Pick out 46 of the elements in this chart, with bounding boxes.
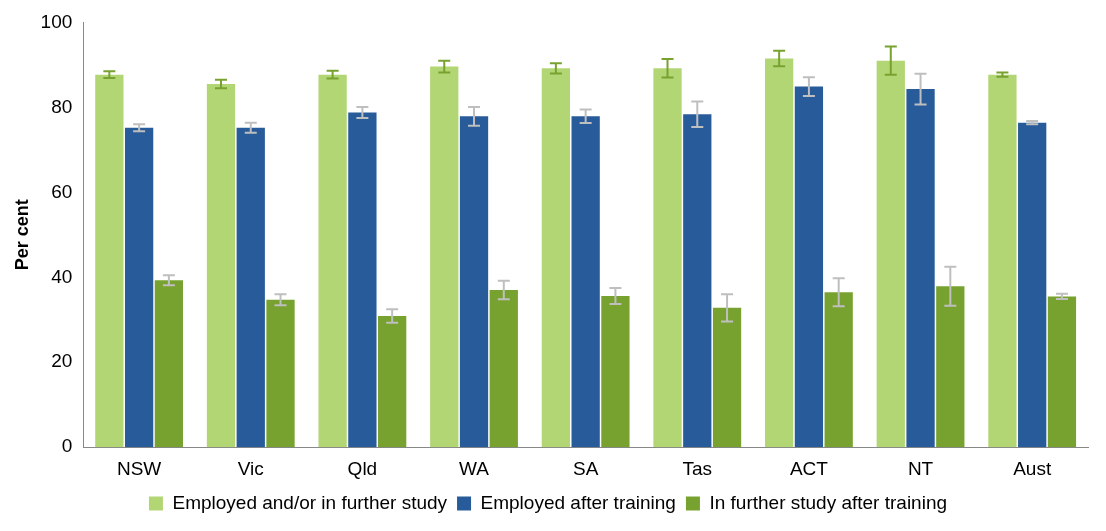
bar (906, 89, 935, 448)
y-tick-label: 80 (51, 95, 73, 117)
bar (936, 286, 965, 448)
x-tick-label: WA (459, 457, 490, 479)
y-axis-title: Per cent (11, 199, 32, 271)
y-tick-label: 0 (61, 435, 73, 457)
x-tick-label: NSW (116, 457, 162, 479)
bar (489, 290, 518, 448)
x-tick-label: NT (907, 457, 934, 479)
bar (601, 295, 630, 448)
bar (1047, 296, 1077, 448)
bar (541, 68, 571, 448)
y-tick-label: 40 (51, 265, 73, 287)
bar (712, 307, 742, 448)
x-tick-label: ACT (789, 457, 829, 479)
x-tick-label: Tas (682, 457, 713, 479)
y-tick-label: 100 (40, 10, 73, 32)
bar (653, 68, 682, 448)
bar (988, 74, 1017, 448)
x-tick-label: Qld (347, 457, 378, 479)
bar (683, 114, 712, 448)
bar (124, 127, 154, 448)
bar (824, 292, 853, 448)
x-tick-label: Aust (1013, 457, 1052, 479)
bar (430, 66, 459, 448)
bar (765, 58, 794, 448)
bar (266, 299, 295, 448)
legend-label: Employed after training (480, 491, 676, 513)
bar (318, 74, 347, 448)
x-tick-label: Vic (237, 457, 264, 479)
bar (571, 116, 600, 448)
bar (154, 280, 184, 448)
bar (794, 86, 824, 448)
x-tick-label: SA (572, 457, 599, 479)
bar (1018, 122, 1047, 448)
y-tick-label: 60 (51, 180, 73, 202)
y-tick-label: 20 (51, 350, 73, 372)
bar (378, 315, 407, 448)
bar (459, 116, 489, 448)
bar (206, 84, 236, 448)
bar (876, 60, 905, 448)
legend-label: Employed and/or in further study (172, 491, 448, 513)
bar (95, 74, 124, 448)
bar (236, 127, 265, 448)
bar (348, 112, 377, 448)
legend-label: In further study after training (709, 491, 948, 513)
